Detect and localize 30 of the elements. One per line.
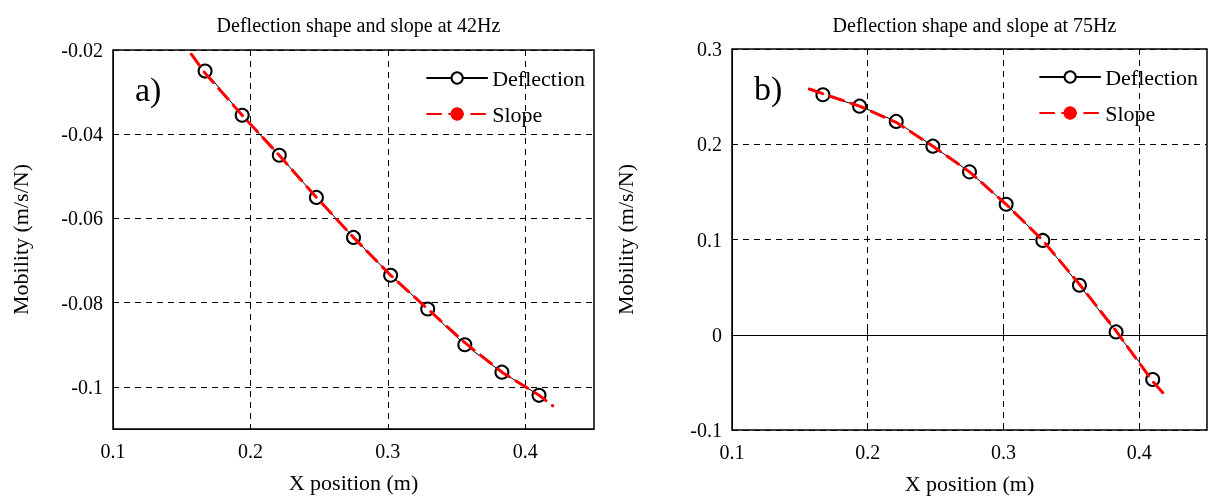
x-tick-label: 0.2 (855, 441, 881, 463)
y-tick-label: -0.06 (61, 207, 103, 230)
y-axis-title: Mobility (m/s/N) (7, 164, 33, 315)
annotation: b) (754, 69, 783, 108)
legend-label: Slope (492, 101, 543, 127)
chart-title: Deflection shape and slope at 42Hz (216, 14, 501, 37)
x-tick-label: 0.1 (719, 441, 745, 463)
y-tick-label: 0 (712, 323, 722, 346)
x-tick-label: 0.2 (237, 440, 263, 462)
y-tick-label: 0.2 (697, 133, 722, 156)
x-tick-label: 0.3 (375, 440, 401, 462)
y-tick-label: -0.08 (61, 291, 103, 314)
y-tick-label: -0.04 (61, 123, 103, 146)
x-axis-title: X position (m) (288, 469, 419, 495)
y-tick-label: 0.3 (697, 38, 722, 60)
y-axis-title: Mobility (m/s/N) (612, 164, 638, 315)
x-tick-label: 0.4 (1126, 441, 1152, 463)
x-tick-label: 0.1 (100, 440, 126, 462)
y-tick-label: -0.1 (690, 419, 722, 441)
legend-label: Deflection (492, 65, 586, 91)
annotation: a) (135, 70, 162, 109)
chart-title: Deflection shape and slope at 75Hz (832, 14, 1117, 37)
y-tick-label: 0.1 (697, 228, 722, 251)
x-axis-title: X position (m) (904, 470, 1035, 496)
x-tick-label: 0.3 (990, 441, 1016, 463)
y-tick-label: -0.1 (71, 375, 103, 398)
x-tick-label: 0.4 (512, 440, 538, 462)
y-tick-label: -0.02 (61, 39, 103, 61)
legend-label: Deflection (1105, 64, 1199, 90)
legend-label: Slope (1105, 100, 1156, 126)
